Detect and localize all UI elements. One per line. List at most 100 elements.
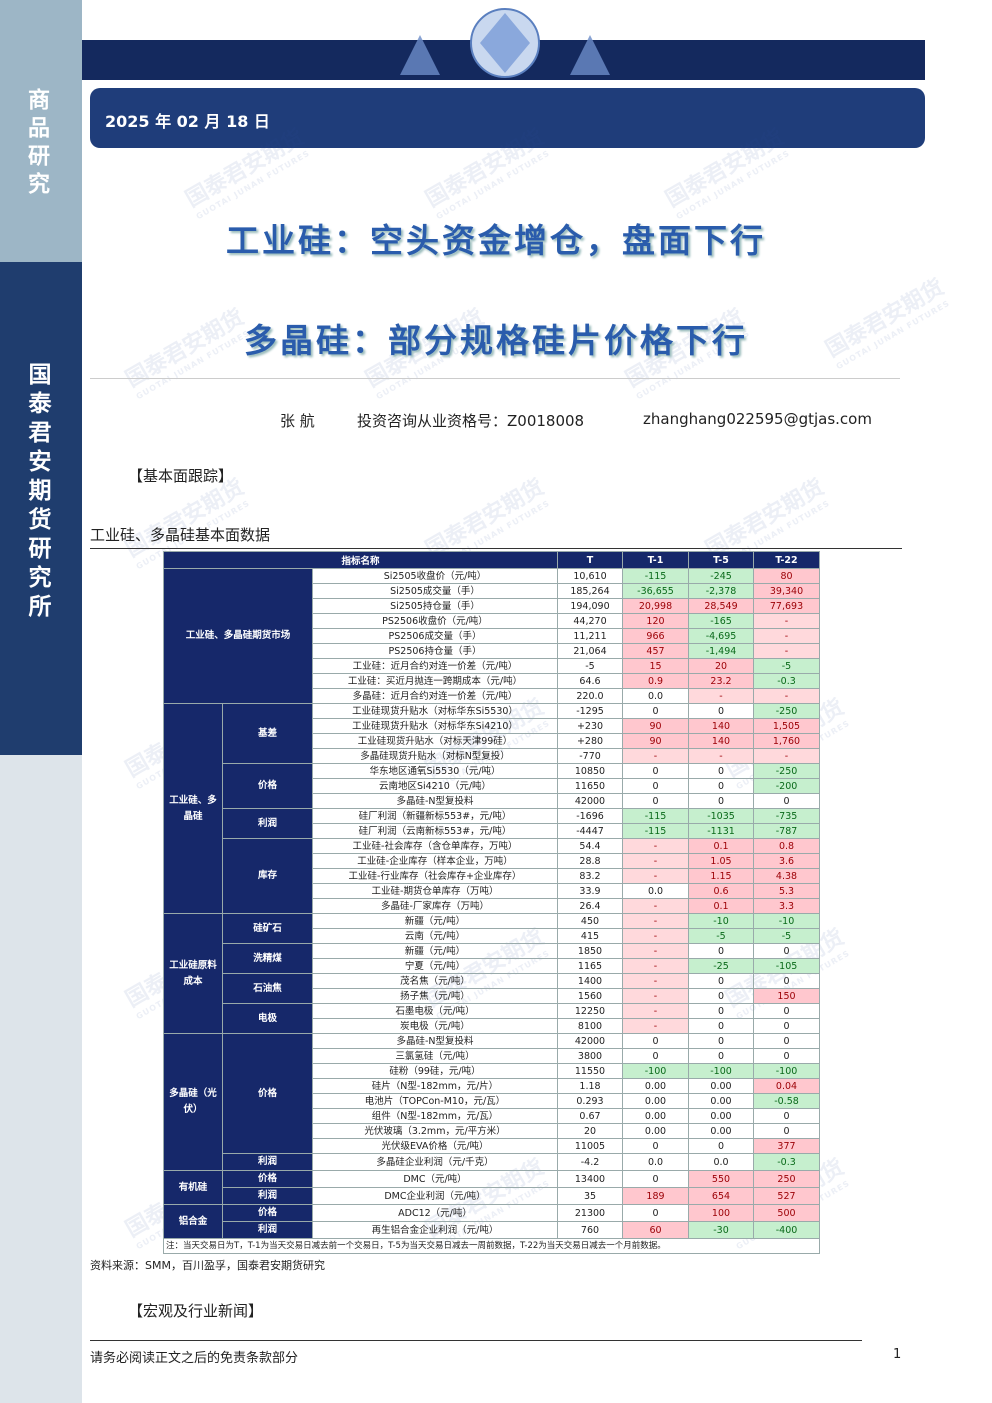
value-cell: 0 xyxy=(753,973,820,989)
indicator-name: 工业硅-企业库存（样本企业，万吨） xyxy=(312,853,558,869)
table-row: 洗精煤 新疆（元/吨） 1850-0 0 xyxy=(164,943,820,974)
value-cell: 966 xyxy=(622,628,689,644)
note-row: 注：当天交易日为T，T-1为当天交易日减去前一个交易日，T-5为当天交易日减去一… xyxy=(163,1238,820,1254)
watermark-en: GUOTAI JUNAN FUTURES xyxy=(434,148,552,222)
value-cell: 0.1 xyxy=(688,898,754,914)
group-cell: 工业硅原料成本 xyxy=(163,913,223,1034)
value-cell: 11,211 xyxy=(557,628,623,644)
value-cell: 415 xyxy=(557,928,623,944)
header-cell: T-5 xyxy=(688,551,754,569)
table-row: 库存 工业硅-社会库存（含仓单库存，万吨） 54.4-0.1 0.8 xyxy=(164,838,820,914)
value-cell: 0.1 xyxy=(688,838,754,854)
indicator-name: 多晶硅-N型复投料 xyxy=(312,1033,558,1049)
table-row: 多晶硅：近月合约对连一价差（元/吨） 220.0 0.0- - xyxy=(164,688,820,704)
value-cell: 0.0 xyxy=(622,688,689,704)
value-cell: 11650 xyxy=(557,778,623,794)
value-cell: 140 xyxy=(688,718,754,734)
value-cell: 150 xyxy=(753,988,820,1004)
value-cell: 90 xyxy=(622,733,689,749)
indicator-name: 多晶硅：近月合约对连一价差（元/吨） xyxy=(312,688,558,704)
value-cell: 60 xyxy=(622,1221,689,1239)
table-row: 铝合金 价格 ADC12（元/吨） 21300 0 100 500 xyxy=(163,1204,820,1239)
table-row: 扬子焦（元/吨） 1560-0 150 xyxy=(164,988,820,1004)
value-cell: 0 xyxy=(622,1204,689,1222)
value-cell: - xyxy=(753,688,820,704)
value-cell: 0 xyxy=(688,1048,754,1064)
value-cell: -200 xyxy=(753,778,820,794)
value-cell: 0.00 xyxy=(688,1093,754,1109)
value-cell: 0 xyxy=(688,988,754,1004)
table-row: 工业硅、多晶硅期货市场 Si2505收盘价（元/吨） 10,610 -115 -245 8… xyxy=(163,568,820,704)
value-cell: 250 xyxy=(753,1170,820,1188)
value-cell: -0.58 xyxy=(753,1093,820,1109)
value-cell: 3.3 xyxy=(753,898,820,914)
value-cell: 35 xyxy=(557,1187,623,1205)
value-cell: 21300 xyxy=(557,1204,623,1222)
value-cell: - xyxy=(622,913,689,929)
value-cell: - xyxy=(622,748,689,764)
value-cell: -0.3 xyxy=(753,673,820,689)
value-cell: 0 xyxy=(688,1033,754,1049)
group-cell: 多晶硅（光伏） xyxy=(163,1033,223,1171)
indicator-name: 硅厂利润（新疆新标553#，元/吨） xyxy=(312,808,558,824)
value-cell: 20,998 xyxy=(622,598,689,614)
sidebar-label: 商品研究 xyxy=(24,88,49,200)
sidebar-middle: 国泰君安期货研究所 xyxy=(0,262,82,755)
header-cell: T-22 xyxy=(753,551,820,569)
value-cell: 15 xyxy=(622,658,689,674)
value-cell: 1850 xyxy=(557,943,623,959)
table-row: 炭电极（元/吨） 8100-0 0 xyxy=(164,1018,820,1034)
note: 注：当天交易日为T，T-1为当天交易日减去前一个交易日，T-5为当天交易日减去一… xyxy=(163,1238,820,1254)
section-heading: 【基本面跟踪】 xyxy=(128,467,234,485)
table-row: 工业硅-期货仓单库存（万吨） 33.9 0.0 0.6 5.3 xyxy=(164,883,820,899)
value-cell: 5.3 xyxy=(753,883,820,899)
indicator-name: 多晶硅-N型复投料 xyxy=(312,793,558,809)
value-cell: 0 xyxy=(753,1123,820,1139)
value-cell: 120 xyxy=(622,613,689,629)
value-cell: 220.0 xyxy=(557,688,623,704)
value-cell: 500 xyxy=(753,1204,820,1222)
indicator-name: 光伏玻璃（3.2mm，元/平方米） xyxy=(312,1123,558,1139)
value-cell: 760 xyxy=(557,1221,623,1239)
value-cell: 1.15 xyxy=(688,868,754,884)
value-cell: -10 xyxy=(688,913,754,929)
table-row: 多晶硅（光伏） 价格 多晶硅-N型复投料 42000 0 0 0 xyxy=(163,1033,820,1171)
value-cell: -1035 xyxy=(688,808,754,824)
title: 工业硅：空头资金增仓，盘面下行 xyxy=(226,221,766,260)
sidebar-bottom xyxy=(0,755,82,1403)
value-cell: -250 xyxy=(753,703,820,719)
header-cell: 指标名称 xyxy=(163,551,558,569)
value-cell: - xyxy=(622,838,689,854)
value-cell: -1,494 xyxy=(688,643,754,659)
value-cell: 377 xyxy=(753,1138,820,1154)
value-cell: - xyxy=(622,973,689,989)
value-cell: 0 xyxy=(753,1018,820,1034)
value-cell: 1165 xyxy=(557,958,623,974)
value-cell: -100 xyxy=(753,1063,820,1079)
date-box: 2025 年 02 月 18 日 xyxy=(90,88,925,148)
value-cell: -1696 xyxy=(557,808,623,824)
table-row: 硅粉（99硅，元/吨） 11550 -100 -100 -100 xyxy=(164,1063,820,1079)
value-cell: 0.8 xyxy=(753,838,820,854)
indicator-name: Si2505收盘价（元/吨） xyxy=(312,568,558,584)
indicator-name: 工业硅：近月合约对连一价差（元/吨） xyxy=(312,658,558,674)
indicator-name: Si2505持仓量（手） xyxy=(312,598,558,614)
indicator-name: 工业硅-社会库存（含仓单库存，万吨） xyxy=(312,838,558,854)
indicator-name: 工业硅-期货仓单库存（万吨） xyxy=(312,883,558,899)
value-cell: 12250 xyxy=(557,1003,623,1019)
subgroup-cell: 利润 xyxy=(222,1153,313,1171)
value-cell: 0.00 xyxy=(688,1123,754,1139)
value-cell: 21,064 xyxy=(557,643,623,659)
value-cell: 42000 xyxy=(557,793,623,809)
value-cell: -36,655 xyxy=(622,583,689,599)
table-row: 利润 硅厂利润（新疆新标553#，元/吨） -1696 -115 -1035 -735 xyxy=(164,808,820,839)
value-cell: 0 xyxy=(688,943,754,959)
watermark-en: GUOTAI JUNAN FUTURES xyxy=(194,148,312,222)
indicator-name: 多晶硅企业利润（元/千克） xyxy=(312,1153,558,1171)
disclaimer: 请务必阅读正文之后的免责条款部分 xyxy=(90,1351,299,1366)
value-cell: 39,340 xyxy=(753,583,820,599)
table-row: 光伏级EVA价格（元/吨） 11005 0 0 377 xyxy=(164,1138,820,1154)
value-cell: 550 xyxy=(688,1170,754,1188)
value-cell: 0 xyxy=(688,973,754,989)
value-cell: 4.38 xyxy=(753,868,820,884)
